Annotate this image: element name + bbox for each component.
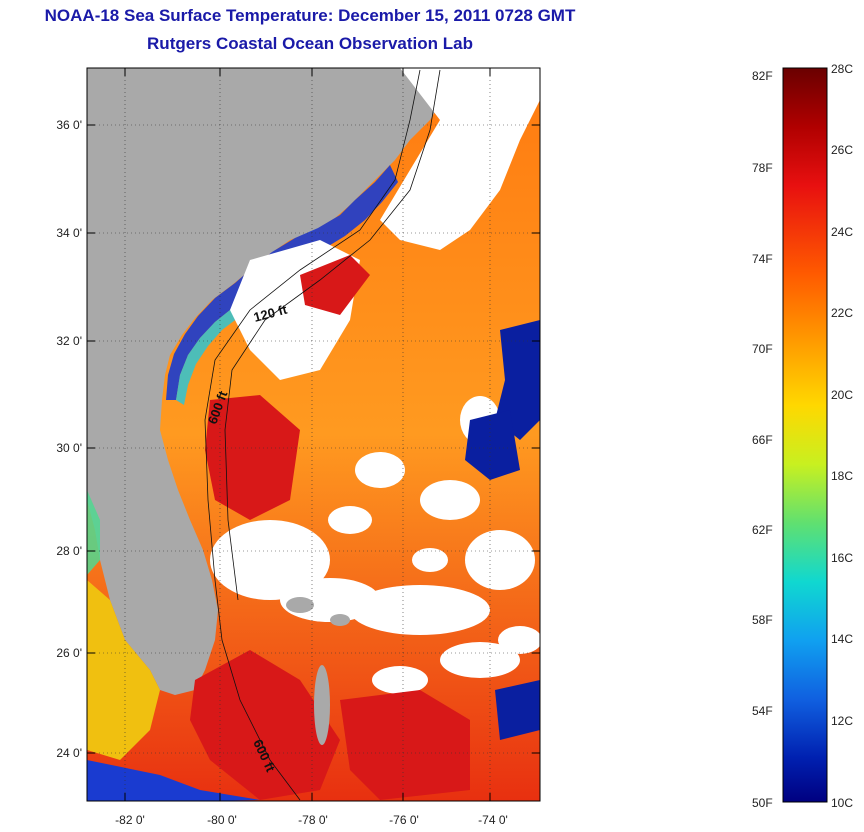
lat-tick-label: 24 0' <box>56 746 82 760</box>
colorbar-f-label: 50F <box>752 796 773 810</box>
colorbar-c-label: 18C <box>831 469 854 483</box>
colorbar-c-label: 26C <box>831 143 854 157</box>
colorbar-f-label: 62F <box>752 523 773 537</box>
isobath-lines <box>204 69 441 801</box>
cold-patches-east <box>465 320 540 740</box>
colorbar-c-label: 28C <box>831 62 854 76</box>
colorbar-c-label: 24C <box>831 225 854 239</box>
colorbar-c-label: 22C <box>831 306 854 320</box>
colorbar-f-label: 66F <box>752 433 773 447</box>
lat-tick-label: 36 0' <box>56 118 82 132</box>
colorbar <box>782 67 828 803</box>
map-subtitle: Rutgers Coastal Ocean Observation Lab <box>147 34 473 53</box>
lon-tick-label: -76 0' <box>389 813 419 827</box>
colorbar-f-label: 74F <box>752 252 773 266</box>
colorbar-f-label: 82F <box>752 69 773 83</box>
gulf-yellow-area <box>87 580 160 760</box>
lat-tick-label: 26 0' <box>56 646 82 660</box>
gulf-cool-area <box>87 490 100 575</box>
colorbar-c-label: 10C <box>831 796 854 810</box>
map-area: 120 ft 600 ft 600 ft <box>87 68 540 801</box>
colorbar-f-label: 54F <box>752 704 773 718</box>
bahamas-land <box>286 597 350 745</box>
lon-tick-label: -74 0' <box>478 813 508 827</box>
keys-cold-band <box>87 760 260 801</box>
lat-tick-label: 34 0' <box>56 226 82 240</box>
colorbar-f-label: 78F <box>752 161 773 175</box>
map-ticks <box>87 68 540 801</box>
map-frame <box>86 67 541 802</box>
lat-tick-label: 30 0' <box>56 441 82 455</box>
colorbar-c-label: 12C <box>831 714 854 728</box>
lat-tick-label: 32 0' <box>56 334 82 348</box>
colorbar-c-label: 20C <box>831 388 854 402</box>
colorbar-c-label: 16C <box>831 551 854 565</box>
colorbar-c-label: 14C <box>831 632 854 646</box>
colorbar-f-label: 70F <box>752 342 773 356</box>
lon-tick-label: -80 0' <box>207 813 237 827</box>
cold-coastal-band <box>166 165 398 400</box>
lon-tick-label: -82 0' <box>115 813 145 827</box>
lat-tick-label: 28 0' <box>56 544 82 558</box>
gulf-stream-core <box>190 255 470 800</box>
map-title: NOAA-18 Sea Surface Temperature: Decembe… <box>44 6 576 25</box>
land-mass <box>87 68 460 695</box>
lon-tick-label: -78 0' <box>298 813 328 827</box>
colorbar-f-label: 58F <box>752 613 773 627</box>
